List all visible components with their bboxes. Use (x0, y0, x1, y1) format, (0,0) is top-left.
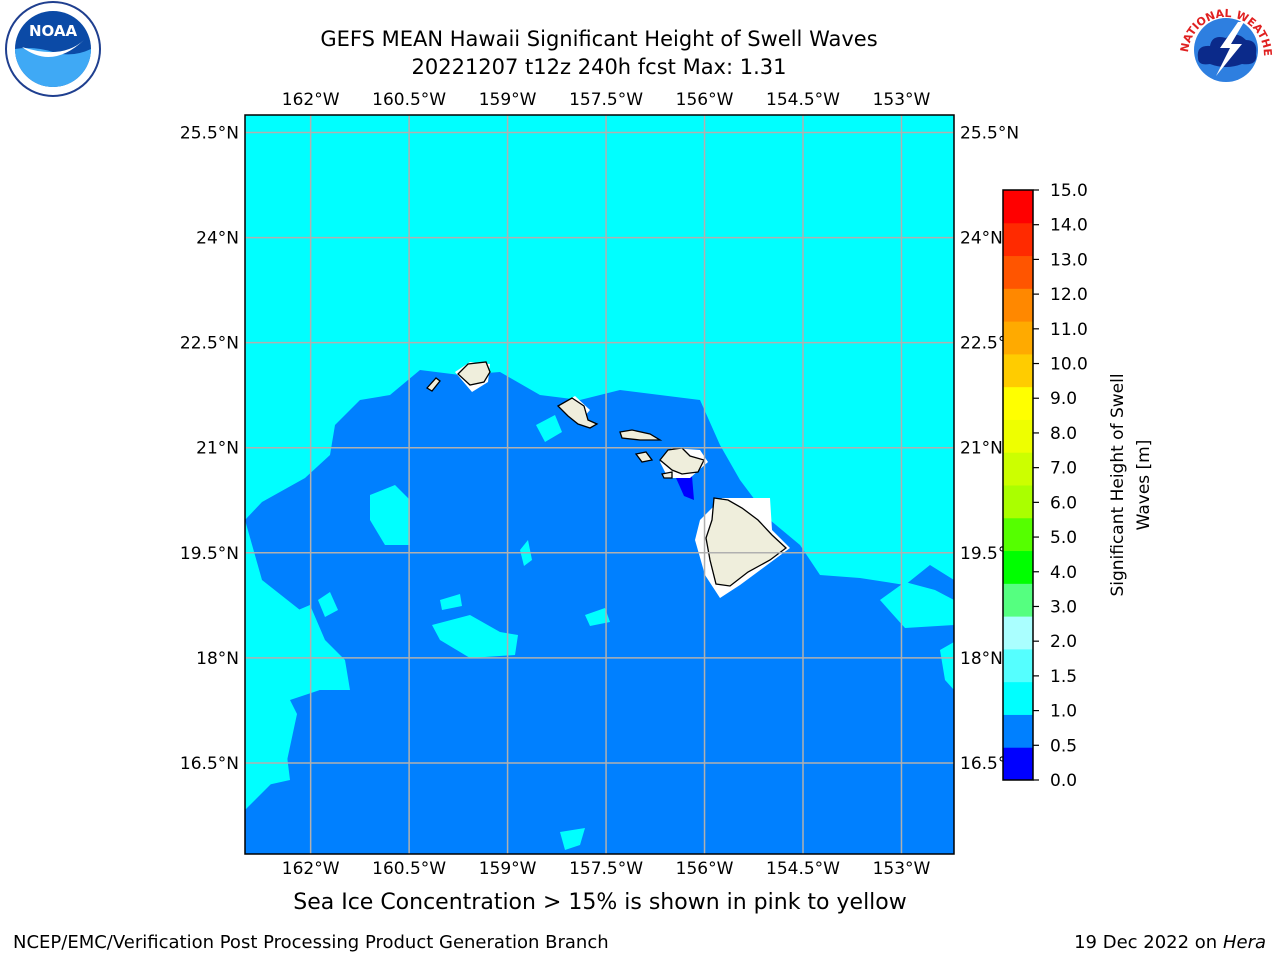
colorbar-tick-label: 0.0 (1050, 771, 1077, 791)
map-plot-area (245, 115, 954, 854)
swell-high-patch (536, 415, 562, 442)
colorbar: 0.0 0.5 1.0 1.5 2.0 3.0 4.0 5.0 6.0 7.0 8.0 9.0 10.0… (1002, 181, 1088, 791)
lon-tick-label-bottom: 157.5°W (569, 859, 643, 879)
footer-right: 19 Dec 2022 on Hera (1074, 932, 1266, 953)
island-kauai (457, 361, 491, 386)
colorbar-tick-label: 0.5 (1050, 736, 1077, 756)
colorbar-tick-label: 14.0 (1050, 216, 1088, 236)
lat-tick-label-right: 21°N (960, 439, 1003, 459)
colorbar-tick-label: 6.0 (1050, 493, 1077, 513)
colorbar-swatch (1003, 353, 1033, 388)
colorbar-swatch (1003, 190, 1033, 224)
colorbar-tick-label: 1.0 (1050, 702, 1077, 722)
lat-tick-label-left: 24°N (196, 229, 239, 249)
colorbar-tick-label: 4.0 (1050, 563, 1077, 583)
colorbar-tick-label: 8.0 (1050, 424, 1077, 444)
island-oahu (556, 397, 599, 429)
nws-logo: NATIONAL WEATHER SERVICE (1176, 0, 1274, 96)
lat-tick-label-left: 19.5°N (180, 544, 239, 564)
island-lanai (634, 451, 654, 463)
sea-ice-note: Sea Ice Concentration > 15% is shown in … (0, 890, 1280, 915)
colorbar-tick-label: 13.0 (1050, 250, 1088, 270)
island-molokai (619, 429, 663, 441)
swell-high-patch (370, 485, 410, 545)
colorbar-swatch (1003, 616, 1033, 650)
colorbar-label-line-1: Significant Height of Swell (1108, 373, 1128, 596)
swell-high-patch (440, 594, 462, 610)
swell-0-0.5m-region (676, 476, 694, 500)
colorbar-swatch (1003, 321, 1033, 355)
footer-left: NCEP/EMC/Verification Post Processing Pr… (13, 932, 609, 953)
gridlines (245, 115, 954, 854)
colorbar-swatch (1003, 648, 1033, 683)
colorbar-frame (1002, 189, 1034, 781)
title-line-1: GEFS MEAN Hawaii Significant Height of S… (320, 27, 878, 51)
swell-mid-patch (290, 690, 345, 720)
lon-tick-label-bottom: 162°W (282, 859, 340, 879)
lat-tick-label-left: 21°N (196, 439, 239, 459)
colorbar-label-line-2: Waves [m] (1134, 440, 1154, 531)
lon-tick-label-top: 157.5°W (569, 90, 643, 110)
lat-tick-label-left: 22.5°N (180, 334, 239, 354)
colorbar-tick-label: 15.0 (1050, 181, 1088, 201)
lon-tick-label-top: 154.5°W (766, 90, 840, 110)
colorbar-tick-label: 2.0 (1050, 632, 1077, 652)
lat-tick-label-right: 24°N (960, 229, 1003, 249)
colorbar-swatch (1003, 419, 1033, 453)
colorbar-swatch (1003, 386, 1033, 420)
colorbar-swatch (1003, 714, 1033, 748)
island-hawaii (705, 497, 788, 587)
footer-host: Hera (1222, 932, 1266, 953)
lon-tick-label-bottom: 159°W (479, 859, 537, 879)
lon-tick-label-bottom: 160.5°W (372, 859, 446, 879)
colorbar-swatch (1003, 681, 1033, 715)
colorbar-swatch (1003, 485, 1033, 519)
lat-tick-label-left: 25.5°N (180, 124, 239, 144)
swell-high-patch (318, 592, 338, 617)
lon-tick-label-top: 159°W (479, 90, 537, 110)
island-kahoolawe (661, 471, 673, 479)
swell-high-patch (880, 582, 954, 628)
swell-high-patch (560, 828, 585, 850)
colorbar-tick-label: 7.0 (1050, 459, 1077, 479)
footer-date: 19 Dec 2022 on (1074, 932, 1218, 953)
lon-tick-label-top: 156°W (676, 90, 734, 110)
lon-tick-label-top: 153°W (873, 90, 931, 110)
colorbar-swatch (1003, 288, 1033, 322)
colorbar-swatch (1003, 222, 1033, 257)
colorbar-swatch (1003, 452, 1033, 486)
colorbar-tick-label: 3.0 (1050, 597, 1077, 617)
coastlines (425, 361, 788, 587)
colorbar-tick-label: 10.0 (1050, 355, 1088, 375)
lat-tick-label-left: 18°N (196, 649, 239, 669)
colorbar-tick-label: 9.0 (1050, 389, 1077, 409)
lon-tick-label-bottom: 153°W (873, 859, 931, 879)
noaa-logo-text: NOAA (29, 22, 78, 40)
swell-high-patch (940, 642, 954, 690)
noaa-logo: NOAA (5, 1, 101, 97)
colorbar-tick-label: 5.0 (1050, 528, 1077, 548)
lat-tick-label-left: 16.5°N (180, 754, 239, 774)
sea-ice-note-text: Sea Ice Concentration > 15% is shown in … (293, 890, 907, 915)
swell-high-patch (432, 615, 518, 658)
colorbar-swatch (1003, 550, 1033, 584)
colorbar-swatch (1003, 747, 1033, 781)
island-niihau (425, 377, 441, 392)
colorbar-tick-label: 12.0 (1050, 285, 1088, 305)
title-line-2: 20221207 t12z 240h fcst Max: 1.31 (411, 55, 787, 79)
lat-tick-label-right: 25.5°N (960, 124, 1019, 144)
lon-tick-label-bottom: 156°W (676, 859, 734, 879)
colorbar-swatch (1003, 517, 1033, 552)
lon-tick-label-top: 162°W (282, 90, 340, 110)
lon-tick-label-bottom: 154.5°W (766, 859, 840, 879)
lon-tick-label-top: 160.5°W (372, 90, 446, 110)
colorbar-swatch (1003, 583, 1033, 617)
lat-tick-label-right: 18°N (960, 649, 1003, 669)
colorbar-tick-label: 1.5 (1050, 667, 1077, 687)
swell-high-patch (585, 608, 610, 626)
colorbar-tick-label: 11.0 (1050, 320, 1088, 340)
map-frame (244, 114, 955, 855)
colorbar-swatch (1003, 255, 1033, 289)
